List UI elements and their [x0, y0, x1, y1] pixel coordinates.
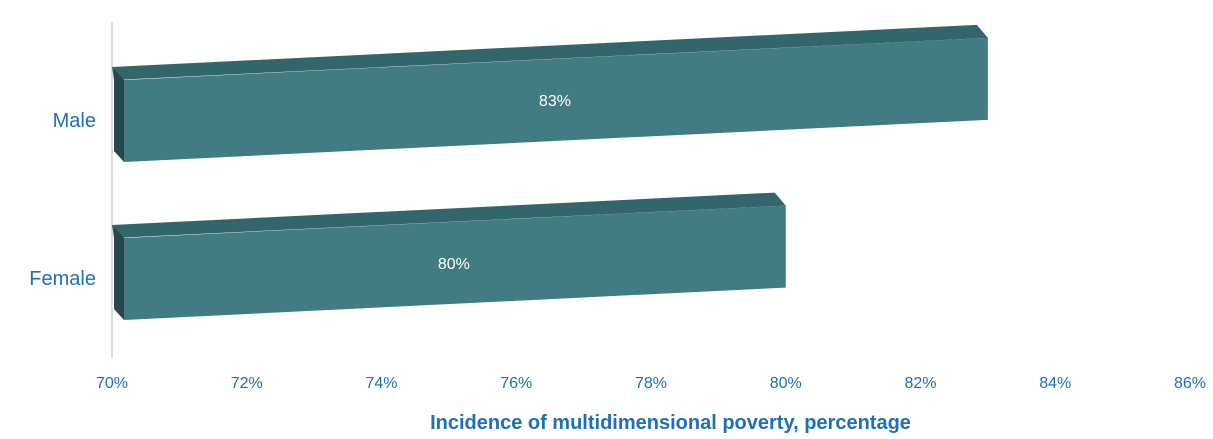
- x-tick-label: 78%: [635, 375, 667, 392]
- bar-female: [124, 205, 786, 320]
- category-label-male: Male: [53, 110, 96, 132]
- x-tick-label: 82%: [904, 375, 936, 392]
- bar-top-face-female: [112, 192, 786, 238]
- x-tick-label: 84%: [1039, 375, 1071, 392]
- x-tick-label: 80%: [770, 375, 802, 392]
- bar-side-face-female: [114, 227, 124, 320]
- x-tick-label: 76%: [500, 375, 532, 392]
- data-label-male: 83%: [539, 93, 571, 110]
- x-tick-label: 74%: [365, 375, 397, 392]
- data-label-female: 80%: [438, 256, 470, 273]
- x-axis-title: Incidence of multidimensional poverty, p…: [430, 412, 911, 434]
- bar-side-face-male: [114, 69, 124, 162]
- bar-top-face-male: [112, 24, 988, 81]
- category-label-female: Female: [29, 268, 96, 290]
- bar-male: [124, 37, 988, 162]
- x-tick-label: 86%: [1174, 375, 1206, 392]
- x-tick-label: 70%: [96, 375, 128, 392]
- x-tick-label: 72%: [231, 375, 263, 392]
